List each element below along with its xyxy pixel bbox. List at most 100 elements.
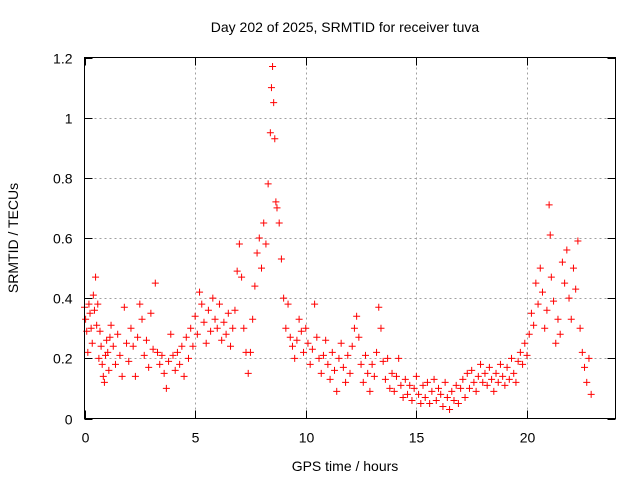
data-point [454,399,462,407]
data-point [184,354,192,362]
data-point [171,366,179,374]
data-point [359,378,367,386]
data-point [136,300,144,308]
data-point [88,339,96,347]
data-point [463,369,471,377]
data-point [125,357,133,365]
data-point [483,381,491,389]
data-point [269,63,277,71]
data-point [485,363,493,371]
data-point [516,348,524,356]
data-point [178,342,186,350]
data-points [81,63,595,413]
x-tick-label: 10 [299,430,315,446]
data-point [129,342,137,350]
data-point [147,309,155,317]
data-point [196,288,204,296]
data-point [270,99,278,107]
data-point [333,387,341,395]
data-point [233,267,241,275]
data-point [304,339,312,347]
data-point [92,273,100,281]
x-tick-label: 5 [192,430,200,446]
data-point [264,180,272,188]
data-point [207,327,215,335]
data-point [499,372,507,380]
data-point [587,390,595,398]
data-point [550,297,558,305]
data-point [288,342,296,350]
data-point [538,288,546,296]
data-point [561,279,569,287]
data-point [142,336,150,344]
data-point [286,333,294,341]
data-point [514,357,522,365]
data-point [90,306,98,314]
data-point [426,399,434,407]
data-point [546,231,554,239]
data-point [291,354,299,362]
data-point [109,342,117,350]
data-point [326,375,334,383]
y-tick-label: 1.2 [53,51,73,67]
data-point [446,405,454,413]
data-point [284,300,292,308]
data-point [85,300,93,308]
data-point [99,372,107,380]
data-point [410,384,418,392]
data-point [494,378,502,386]
data-point [235,240,243,248]
data-point [315,354,323,362]
data-point [267,84,275,92]
data-point [302,324,310,332]
axis-ticks [84,57,616,420]
x-tick-label: 0 [82,430,90,446]
data-point [503,363,511,371]
data-point [368,360,376,368]
data-point [160,369,168,377]
data-point [530,321,538,329]
data-point [107,321,115,329]
data-point [501,381,509,389]
data-point [392,372,400,380]
data-point [479,378,487,386]
data-point [266,129,274,137]
y-tick-label: 1 [65,111,73,127]
data-point [525,330,533,338]
data-point [370,372,378,380]
data-point [319,351,327,359]
data-point [567,315,575,323]
data-point [532,279,540,287]
y-tick-label: 0.8 [53,171,73,187]
data-point [452,381,460,389]
data-point [84,348,92,356]
data-point [193,330,201,338]
y-tick-label: 0.6 [53,231,73,247]
data-point [432,396,440,404]
data-point [379,357,387,365]
data-point [384,354,392,362]
data-point [273,204,281,212]
x-tick-label: 20 [520,430,536,446]
data-point [563,246,571,254]
data-point [459,375,467,383]
y-tick-label: 0.2 [53,351,73,367]
data-point [572,285,580,293]
data-point [541,324,549,332]
data-point [344,351,352,359]
data-point [182,333,190,341]
data-point [381,375,389,383]
data-point [118,372,126,380]
data-point [173,348,181,356]
data-point [450,396,458,404]
data-point [251,282,259,290]
data-point [348,342,356,350]
data-point [443,393,451,401]
data-point [423,378,431,386]
data-point [510,369,518,377]
data-point [97,342,105,350]
data-point [324,360,332,368]
data-point [468,366,476,374]
data-point [375,303,383,311]
